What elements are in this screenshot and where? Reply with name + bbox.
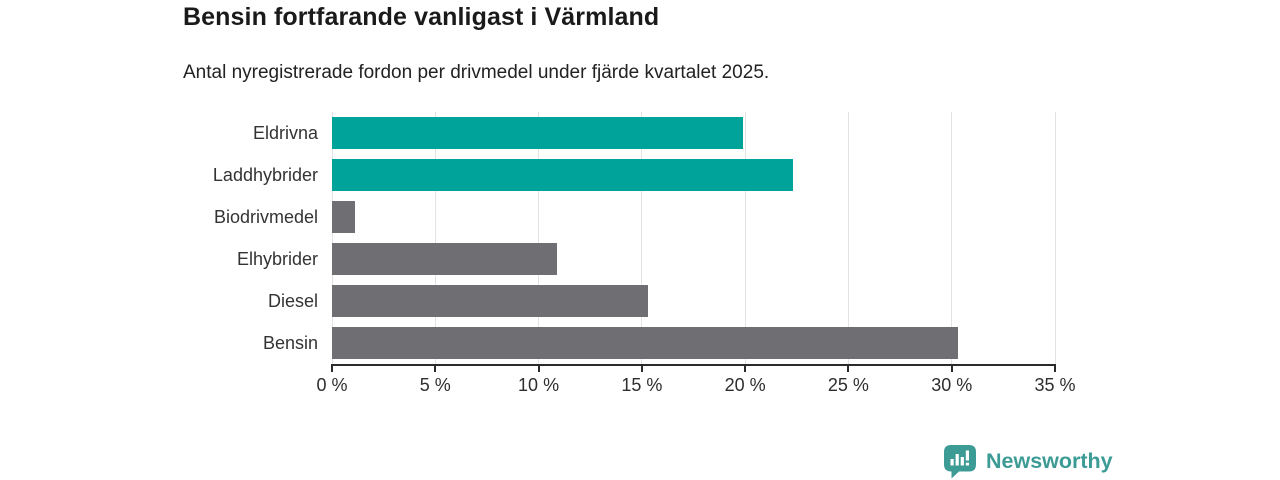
category-label: Elhybrider <box>236 249 318 269</box>
x-tick-label: 15 % <box>621 375 663 395</box>
x-tick-label: 0 % <box>316 375 348 395</box>
x-tick <box>847 364 850 372</box>
x-tick-label: 25 % <box>827 375 869 395</box>
gridline <box>744 112 746 364</box>
x-tick-label: 10 % <box>518 375 560 395</box>
x-tick <box>537 364 540 372</box>
newsworthy-logo: Newsworthy <box>942 444 1113 479</box>
plot-area <box>331 112 1056 364</box>
bar-bensin <box>332 327 958 359</box>
gridline <box>641 112 643 364</box>
bar-biodrivmedel <box>332 201 355 233</box>
category-labels: Eldrivna Laddhybrider Biodrivmedel Elhybrid… <box>0 112 318 364</box>
category-label: Eldrivna <box>252 123 318 143</box>
x-tick-label: 5 % <box>419 375 451 395</box>
bar-eldrivna <box>332 117 744 149</box>
bar-elhybrider <box>332 243 558 275</box>
gridline <box>847 112 849 364</box>
bar-chart-speech-bubble-icon <box>944 445 976 479</box>
chart-subtitle: Antal nyregistrerade fordon per drivmede… <box>183 62 770 83</box>
category-label: Bensin <box>262 333 318 353</box>
gridline <box>331 112 333 364</box>
gridline <box>434 112 436 364</box>
gridline <box>1054 112 1056 364</box>
bar-laddhybrider <box>332 159 793 191</box>
x-tick-label: 30 % <box>931 375 973 395</box>
newsworthy-wordmark: Newsworthy <box>986 449 1113 473</box>
x-tick <box>434 364 437 372</box>
gridline <box>538 112 540 364</box>
chart-title: Bensin fortfarande vanligast i Värmland <box>183 3 660 31</box>
x-tick-label: 35 % <box>1034 375 1076 395</box>
x-tick <box>950 364 953 372</box>
x-tick <box>640 364 643 372</box>
category-label: Laddhybrider <box>212 165 318 185</box>
gridline <box>951 112 953 364</box>
x-axis-line <box>332 364 1056 366</box>
category-label: Diesel <box>267 291 318 311</box>
bar-diesel <box>332 285 649 317</box>
x-tick <box>331 364 333 372</box>
x-tick <box>744 364 747 372</box>
x-tick <box>1054 364 1056 372</box>
x-tick-label: 20 % <box>724 375 766 395</box>
category-label: Biodrivmedel <box>213 207 318 227</box>
